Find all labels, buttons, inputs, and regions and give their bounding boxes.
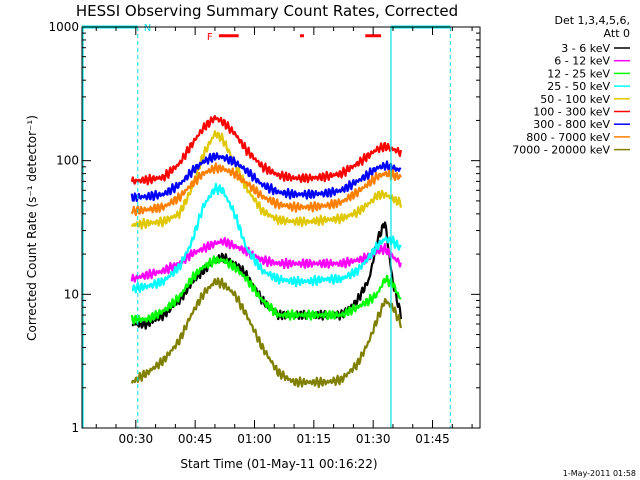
generated-timestamp: 1-May-2011 01:58 [563,469,636,478]
x-axis-label: Start Time (01-May-11 00:16:22) [180,457,377,471]
series-line [131,182,402,294]
axes: 00:30 00:45 01:00 01:15 01:30 01:45 1 10 100 1000 [48,20,480,446]
chart-title: HESSI Observing Summary Count Rates, Cor… [76,2,458,20]
legend-header-line-2: Att 0 [604,27,630,40]
series-line [130,114,402,186]
x-tick-label: 01:45 [415,432,450,446]
legend-header-line-1: Det 1,3,4,5,6, [554,14,630,27]
legend-label: 100 - 300 keV [533,106,610,119]
saa-label: N [144,23,151,34]
legend-label: 6 - 12 keV [554,55,610,68]
legend-label: 50 - 100 keV [540,93,610,106]
y-axis-label: Corrected Count Rate (s⁻¹ detector⁻¹) [25,115,39,341]
series-line [130,130,402,230]
y-tick-label: 100 [56,154,79,168]
y-tick-label: 1 [71,421,79,435]
series-line [130,255,402,325]
series-lines [130,114,402,389]
series-line [130,237,402,283]
y-tick-label: 1000 [48,20,79,34]
x-tick-label: 00:45 [178,432,213,446]
flare-label: F [207,32,213,43]
legend-label: 7000 - 20000 keV [512,144,610,157]
series-line [130,152,402,203]
series-line [130,277,402,389]
x-tick-label: 01:30 [356,432,391,446]
legend-label: 3 - 6 keV [561,42,610,55]
x-tick-label: 00:30 [119,432,154,446]
series-line [131,221,402,330]
legend-label: 12 - 25 keV [547,67,610,80]
legend-label: 300 - 800 keV [533,118,610,131]
y-tick-label: 10 [64,287,79,301]
x-tick-label: 01:15 [297,432,332,446]
legend-label: 25 - 50 keV [547,80,610,93]
legend-label: 800 - 7000 keV [526,131,610,144]
x-tick-label: 01:00 [237,432,272,446]
series-line [130,162,402,217]
plot-frame [81,26,481,429]
